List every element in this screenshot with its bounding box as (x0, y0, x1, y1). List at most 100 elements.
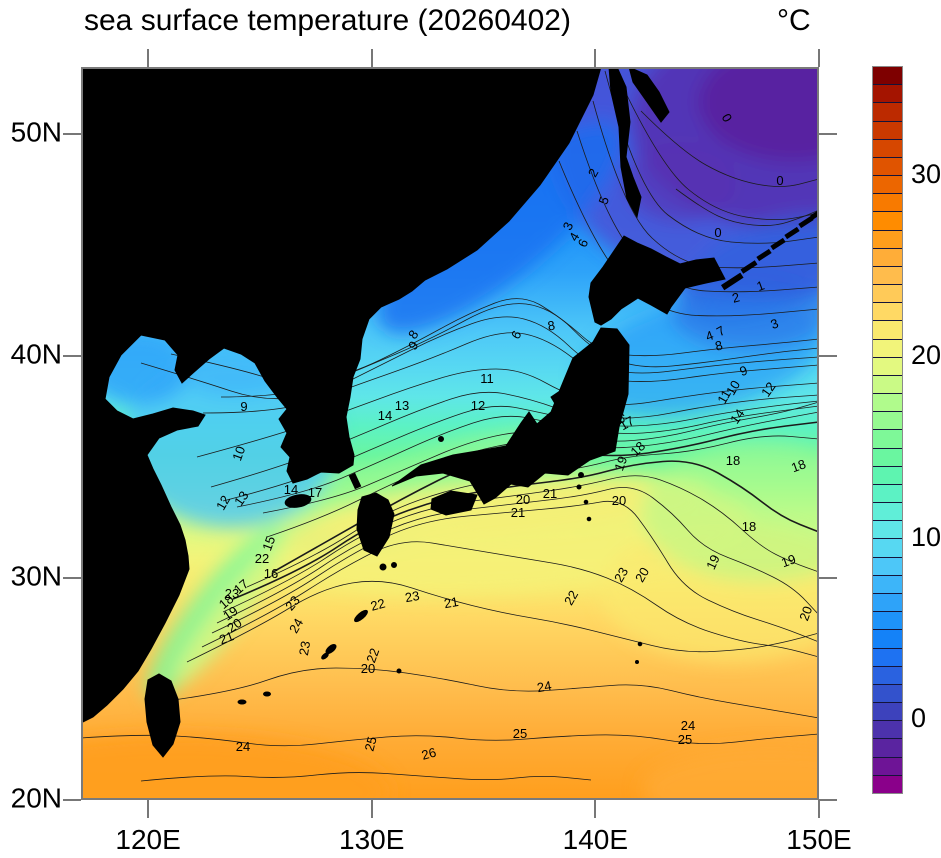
contour-line-2 (604, 70, 819, 244)
contour-label: 19 (220, 603, 240, 624)
colorbar-segment (873, 247, 902, 266)
contour-label: 25 (513, 726, 527, 741)
colorbar-tick-label-0: 0 (911, 703, 927, 734)
colorbar-segment (873, 374, 902, 394)
land-hokkaido (588, 235, 726, 326)
contour-label: 16 (264, 566, 278, 581)
units-label: °C (777, 4, 811, 37)
contour-label: 11 (714, 387, 734, 406)
colorbar-segment (873, 738, 902, 757)
contour-label: 4 (703, 327, 715, 344)
colorbar-segment (873, 193, 902, 212)
contour-label: 12 (758, 379, 779, 399)
land-masses (81, 67, 819, 758)
x-axis-label-140E: 140E (562, 824, 629, 855)
contour-label: 0 (714, 225, 721, 240)
contour-label: 14 (727, 406, 748, 426)
contour-label: 20 (224, 615, 244, 636)
land-sakhalin (608, 67, 642, 219)
y-tick-right-50N (819, 132, 837, 135)
contour-label: 24 (286, 616, 306, 636)
contour-label: 20 (796, 604, 815, 623)
land-honshu (391, 327, 630, 505)
x-tick-top-130E (370, 49, 373, 67)
y-axis-label-50N: 50N (10, 116, 62, 148)
contour-label: 26 (420, 745, 438, 763)
land-taiwan (144, 673, 181, 758)
contour-label: 8 (713, 337, 724, 353)
contour-label: 20 (516, 492, 530, 507)
land-ogasawara-islands (635, 641, 643, 664)
colorbar-segment (873, 774, 902, 793)
contour-line-21 (211, 500, 819, 643)
x-tick-top-150E (818, 49, 820, 67)
contour-label: 25 (678, 732, 692, 747)
contour-label: 10 (229, 444, 248, 463)
contour-label: 24 (536, 678, 553, 695)
x-tick-top-120E (147, 49, 150, 67)
contour-label: 2 (730, 289, 741, 305)
contour-label: 24 (681, 718, 695, 733)
colorbar-segment (873, 120, 902, 139)
colorbar (872, 66, 903, 794)
contour-label: 23 (225, 586, 239, 601)
contour-line-1 (620, 82, 819, 221)
land-kuril-islands (720, 208, 819, 291)
colorbar-segment (873, 720, 902, 739)
contour-label: 17 (617, 413, 637, 433)
colorbar-segment (873, 665, 902, 684)
contour-label: 13 (395, 398, 409, 413)
y-tick-right-40N (819, 354, 837, 357)
contour-label: 15 (259, 534, 278, 553)
land-shikoku (430, 490, 478, 516)
y-axis-label-40N: 40N (10, 338, 62, 370)
contour-label: 8 (546, 318, 556, 334)
x-axis-label-150E: 150E (786, 824, 852, 855)
colorbar-segment (873, 429, 902, 448)
y-axis-label-30N: 30N (10, 560, 62, 592)
contour-label: 24 (236, 739, 250, 754)
contour-label: 12 (213, 493, 233, 513)
y-tick-right-30N (819, 576, 837, 579)
colorbar-segment (873, 229, 902, 248)
contour-label: 19 (703, 552, 723, 571)
contour-label: 5 (595, 194, 612, 206)
contour-label: 0 (776, 173, 783, 188)
contour-line-22 (201, 541, 819, 658)
colorbar-segment (873, 138, 902, 157)
colorbar-segment (873, 520, 902, 539)
contour-label: 3 (768, 315, 780, 332)
colorbar-segment (873, 447, 902, 466)
contour-label: 21 (217, 628, 236, 647)
x-axis-label-120E: 120E (115, 824, 181, 855)
colorbar-segment (873, 556, 902, 575)
colorbar-segment (873, 302, 902, 321)
colorbar-segment (873, 284, 902, 303)
colorbar-segment (873, 393, 902, 412)
colorbar-tick-label-30: 30 (911, 158, 941, 189)
contour-label: 23 (611, 565, 631, 585)
colorbar-segment (873, 67, 902, 85)
contour-label: 9 (737, 362, 749, 379)
colorbar-segment (873, 756, 902, 775)
x-tick-top-140E (594, 49, 597, 67)
contour-line-23 (186, 580, 819, 663)
x-tick-bottom-120E (147, 800, 150, 818)
y-tick-left-30N (63, 576, 81, 579)
contour-label: 20 (632, 565, 652, 585)
y-tick-left-40N (63, 354, 81, 357)
contour-label: 14 (284, 482, 298, 497)
colorbar-segment (873, 629, 902, 648)
contour-label: 13 (231, 488, 252, 508)
contour-label: 18 (789, 456, 808, 475)
contour-label: 18 (726, 453, 740, 468)
colorbar-segment (873, 538, 902, 557)
land-izu-islands (576, 472, 592, 522)
colorbar-segment (873, 320, 902, 339)
colorbar-segment (873, 483, 902, 503)
land-jeju (284, 494, 312, 508)
land-sakhalin-north (628, 67, 670, 123)
contour-label: 20 (361, 661, 375, 676)
x-tick-bottom-140E (594, 800, 597, 818)
